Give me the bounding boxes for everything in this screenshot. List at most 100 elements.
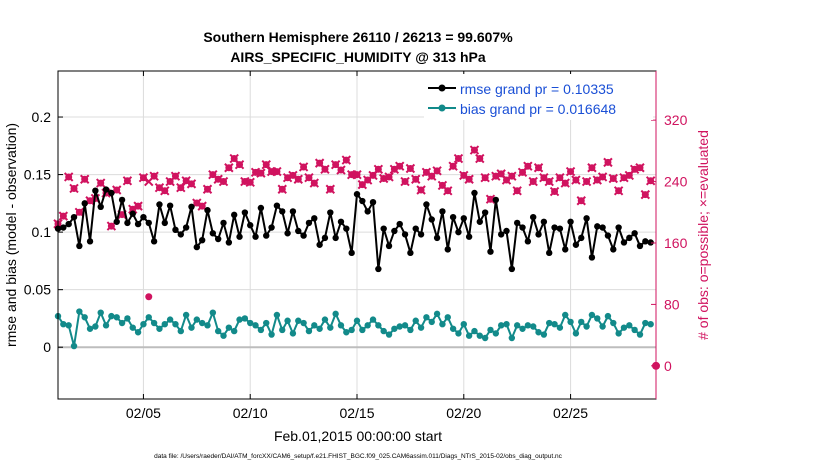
rmse-point <box>444 246 451 253</box>
bias-point <box>257 326 265 334</box>
bias-point <box>588 311 596 319</box>
bias-point <box>551 320 558 328</box>
rmse-point <box>220 219 227 227</box>
y-left-tick-label: 0.1 <box>32 224 52 240</box>
rmse-point <box>428 216 435 223</box>
bias-point <box>556 324 564 331</box>
bias-point <box>268 331 275 338</box>
obs-evaluated-marker <box>400 176 410 187</box>
rmse-point <box>161 219 168 227</box>
obs-evaluated-marker <box>256 168 266 178</box>
obs-possible-marker <box>145 293 153 301</box>
bias-series <box>54 308 654 350</box>
bias-point <box>193 316 201 323</box>
bias-point <box>412 317 419 324</box>
obs-evaluated-marker <box>640 189 651 200</box>
bias-point <box>524 322 532 329</box>
rmse-point <box>70 213 78 221</box>
obs-evaluated-marker <box>597 172 608 182</box>
bias-point <box>439 320 446 328</box>
obs-evaluated-marker <box>565 166 576 177</box>
bias-point <box>604 312 612 320</box>
bias-point <box>316 325 323 332</box>
bias-point <box>449 325 457 332</box>
bias-point <box>492 330 500 337</box>
obs-evaluated-marker <box>475 153 485 164</box>
bias-point <box>182 311 190 319</box>
rmse-point <box>578 234 585 242</box>
legend-box <box>424 74 653 120</box>
bias-point <box>460 320 467 328</box>
obs-evaluated-marker <box>58 211 69 221</box>
bias-point <box>209 309 217 316</box>
rmse-point <box>198 236 206 244</box>
obs-evaluated-marker <box>63 172 74 182</box>
y-right-tick-label: 80 <box>664 296 680 312</box>
rmse-point <box>631 230 638 237</box>
rmse-point <box>487 248 494 255</box>
bias-point <box>428 318 435 326</box>
obs-evaluated-marker <box>320 164 330 174</box>
rmse-point <box>145 219 152 227</box>
bias-point <box>567 318 574 326</box>
rmse-point <box>497 231 505 238</box>
rmse-point <box>391 227 398 235</box>
obs-evaluated-marker <box>384 172 394 182</box>
rmse-point <box>551 224 558 231</box>
bias-point <box>407 326 414 334</box>
obs-evaluated-marker <box>480 173 490 183</box>
rmse-point <box>529 213 537 221</box>
rmse-point <box>375 265 382 273</box>
rmse-point <box>327 209 334 216</box>
bias-point <box>540 331 548 338</box>
bias-point <box>620 324 628 331</box>
obs-evaluated-marker <box>469 145 480 155</box>
bias-point <box>92 323 99 330</box>
bias-point <box>594 315 601 322</box>
rmse-point <box>273 202 281 209</box>
bias-point <box>172 320 179 328</box>
obs-evaluated-marker <box>170 171 181 181</box>
y-right-tick-label: 240 <box>664 174 688 190</box>
bias-point <box>140 320 147 328</box>
rmse-point <box>513 219 521 227</box>
bias-point <box>391 325 398 332</box>
rmse-point <box>241 209 249 216</box>
obs-evaluated-marker <box>581 176 592 187</box>
rmse-point <box>524 238 532 245</box>
obs-evaluated-marker <box>613 186 624 196</box>
rmse-point <box>166 202 174 209</box>
bias-point <box>513 322 521 329</box>
rmse-point <box>540 218 548 225</box>
bias-point <box>150 319 158 327</box>
bias-point <box>81 314 88 321</box>
obs-evaluated-marker <box>464 174 474 184</box>
rmse-point <box>92 187 99 194</box>
rmse-point <box>492 196 500 204</box>
bias-point <box>156 325 163 332</box>
y-left-tick-label: 0.05 <box>24 282 51 298</box>
obs-evaluated-marker <box>528 176 538 187</box>
rmse-point <box>412 225 419 232</box>
rmse-point <box>236 233 243 240</box>
rmse-point <box>359 197 366 205</box>
rmse-point <box>81 200 88 207</box>
rmse-point <box>289 208 297 215</box>
rmse-point <box>417 231 425 238</box>
obs-evaluated-marker <box>69 183 79 194</box>
legend-rmse-marker <box>438 84 446 92</box>
bias-point <box>465 332 473 339</box>
legend-bias-marker <box>438 104 446 112</box>
rmse-point <box>369 199 377 206</box>
bias-point <box>129 324 136 331</box>
rmse-point <box>535 231 542 238</box>
rmse-point <box>252 233 259 240</box>
obs-evaluated-marker <box>272 166 282 177</box>
y-left-axis-label: rmse and bias (model - observation) <box>3 123 19 347</box>
bias-point <box>471 327 478 335</box>
x-tick-label: 02/05 <box>126 405 161 421</box>
rmse-point <box>102 186 110 193</box>
bias-point <box>615 330 622 337</box>
obs-evaluated-marker <box>453 153 464 164</box>
obs-evaluated-marker <box>133 201 143 211</box>
